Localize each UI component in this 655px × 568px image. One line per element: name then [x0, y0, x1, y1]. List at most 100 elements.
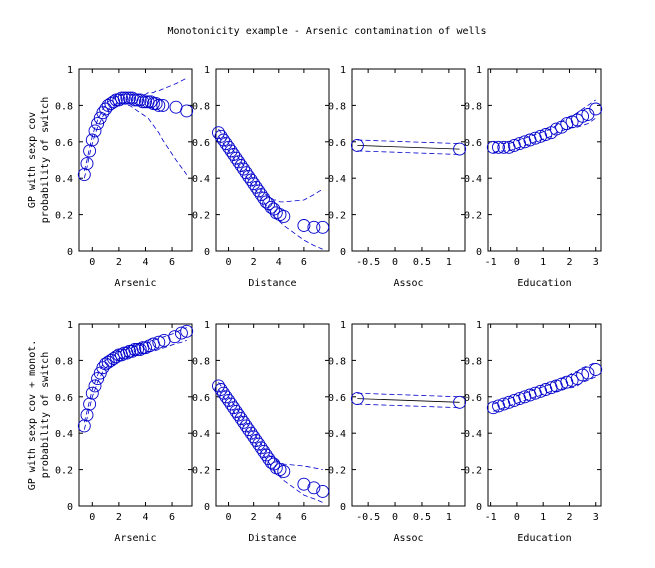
x-tick-label: 2	[116, 512, 122, 523]
upper-band-line	[83, 77, 187, 171]
data-point	[262, 452, 276, 466]
y-tick-label: 0.2	[328, 466, 346, 477]
data-point	[249, 434, 263, 447]
data-point	[222, 140, 236, 154]
x-tick-label: 2	[116, 257, 122, 268]
data-point	[581, 366, 595, 380]
x-axis-label: Arsenic	[114, 533, 156, 544]
upper-band-line	[357, 139, 460, 144]
x-axis-label: Education	[517, 533, 571, 544]
y-tick-label: 0.8	[464, 356, 482, 367]
data-point	[589, 363, 603, 376]
data-point	[254, 188, 268, 202]
y-tick-label: 0.4	[192, 174, 210, 185]
x-axis-label: Assoc	[393, 533, 423, 544]
x-tick-label: 4	[142, 257, 148, 268]
data-point	[217, 386, 230, 400]
data-point	[214, 383, 228, 396]
data-point	[565, 115, 579, 129]
y-tick-label: 0.4	[328, 429, 346, 440]
data-point	[131, 93, 144, 107]
data-point	[239, 166, 253, 180]
data-point	[252, 437, 266, 451]
data-point	[115, 91, 128, 105]
data-point	[497, 140, 511, 154]
data-point	[227, 148, 241, 161]
y-tick-label: 1	[204, 320, 210, 331]
data-point	[259, 448, 273, 462]
data-point	[257, 444, 271, 458]
data-point	[85, 133, 99, 147]
data-point	[120, 91, 134, 105]
data-point	[123, 344, 136, 358]
upper-band-line	[357, 392, 460, 398]
data-point	[297, 219, 311, 232]
data-point	[350, 138, 364, 152]
data-point	[88, 379, 102, 393]
mean-line	[357, 398, 460, 403]
data-point	[139, 95, 152, 109]
data-point	[244, 173, 258, 187]
y-tick-label: 0	[476, 502, 482, 513]
data-point	[247, 177, 261, 191]
data-point	[492, 140, 505, 154]
axes-frame	[78, 323, 193, 507]
row-2-ylabel-line-1: GP with sexp cov + monot.	[27, 340, 38, 491]
row-1-ylabel-line-1: GP with sexp cov	[27, 112, 38, 208]
data-point	[254, 441, 268, 455]
data-point	[212, 126, 225, 140]
upper-band-line	[83, 327, 187, 423]
x-tick-label: 6	[169, 512, 175, 523]
x-tick-label: -1	[485, 512, 497, 523]
data-point	[112, 93, 126, 107]
x-tick-label: 3	[593, 512, 599, 523]
data-point	[453, 142, 467, 156]
data-point	[214, 129, 228, 143]
data-point	[244, 426, 258, 440]
x-tick-label: 0	[226, 257, 232, 268]
x-axis-label: Education	[517, 278, 571, 289]
y-tick-label: 0.8	[192, 101, 210, 112]
data-point	[277, 464, 291, 478]
y-tick-label: 0.6	[464, 393, 482, 404]
x-tick-label: 2	[566, 257, 572, 268]
lower-band-line	[83, 340, 187, 430]
data-point	[252, 184, 266, 198]
data-point	[131, 343, 144, 356]
data-point	[174, 326, 188, 340]
y-tick-label: 0.2	[192, 211, 210, 222]
x-tick-label: 4	[276, 512, 282, 523]
y-tick-label: 0.6	[328, 393, 346, 404]
data-point	[168, 330, 182, 344]
data-point	[239, 419, 253, 433]
mean-line	[357, 145, 460, 150]
upper-band-line	[218, 128, 323, 203]
data-point	[99, 102, 113, 116]
x-tick-label: 3	[593, 257, 599, 268]
data-point	[128, 93, 142, 107]
lower-band-line	[357, 403, 460, 409]
data-point	[180, 324, 194, 338]
data-point	[133, 93, 147, 107]
y-tick-label: 0.2	[464, 466, 482, 477]
axes-frame	[215, 323, 330, 507]
data-point	[85, 386, 99, 400]
data-point	[234, 159, 248, 172]
data-point	[316, 220, 330, 234]
x-tick-label: 2	[251, 257, 257, 268]
y-tick-label: 1	[340, 320, 346, 331]
y-tick-label: 0.4	[55, 429, 73, 440]
data-point	[219, 390, 233, 404]
y-tick-label: 0.2	[55, 211, 73, 222]
upper-band-line	[493, 361, 596, 405]
row-2-ylabel-line-2: probability of switch	[40, 352, 51, 478]
y-tick-label: 0.4	[464, 174, 482, 185]
data-point	[539, 128, 553, 141]
x-tick-label: 0.5	[413, 512, 431, 523]
y-tick-label: 0.8	[328, 356, 346, 367]
x-tick-label: 1	[446, 257, 452, 268]
y-tick-label: 0.4	[328, 174, 346, 185]
data-point	[277, 209, 291, 223]
